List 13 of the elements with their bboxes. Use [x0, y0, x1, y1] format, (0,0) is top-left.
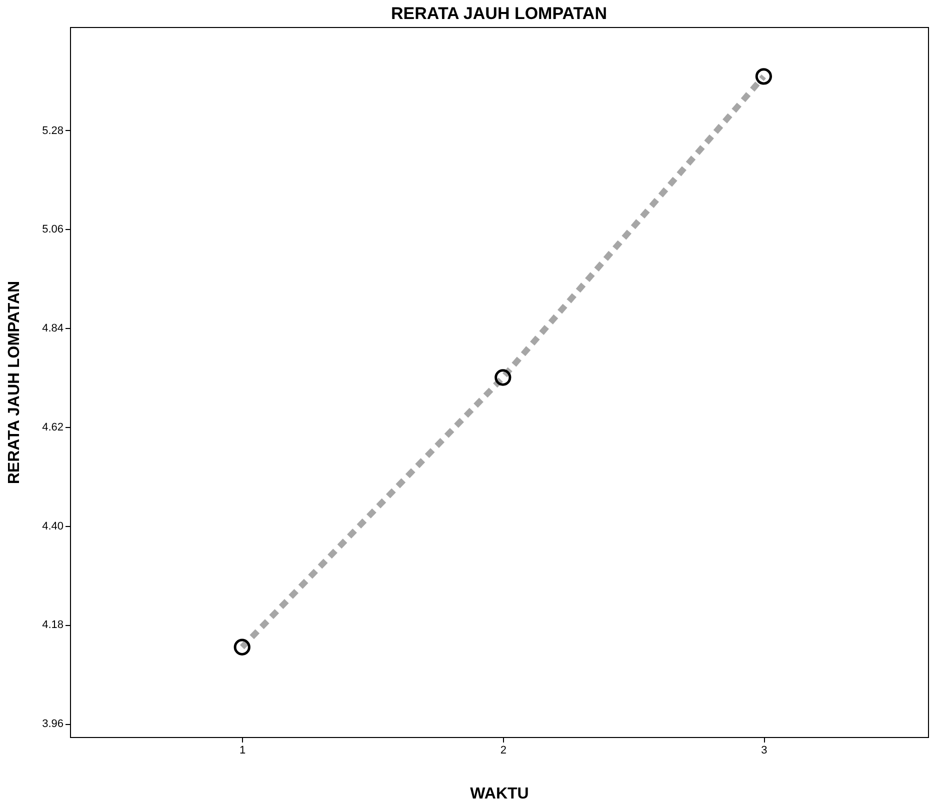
chart-title: RERATA JAUH LOMPATAN: [391, 4, 607, 23]
x-tick-label: 3: [761, 744, 768, 756]
y-tick-label: 4.84: [42, 322, 64, 335]
x-axis-title: WAKTU: [470, 786, 529, 802]
x-tick-label: 1: [240, 744, 246, 756]
y-tick-label: 3.96: [42, 718, 64, 730]
y-tick-label: 5.06: [42, 224, 64, 236]
y-tick-label: 4.18: [42, 619, 64, 632]
y-axis-title: RERATA JAUH LOMPATAN: [6, 280, 24, 484]
y-tick-label: 4.40: [42, 520, 64, 532]
y-tick-label: 5.28: [42, 124, 64, 137]
y-tick-label: 4.62: [42, 421, 64, 434]
x-tick-label: 2: [500, 744, 506, 756]
